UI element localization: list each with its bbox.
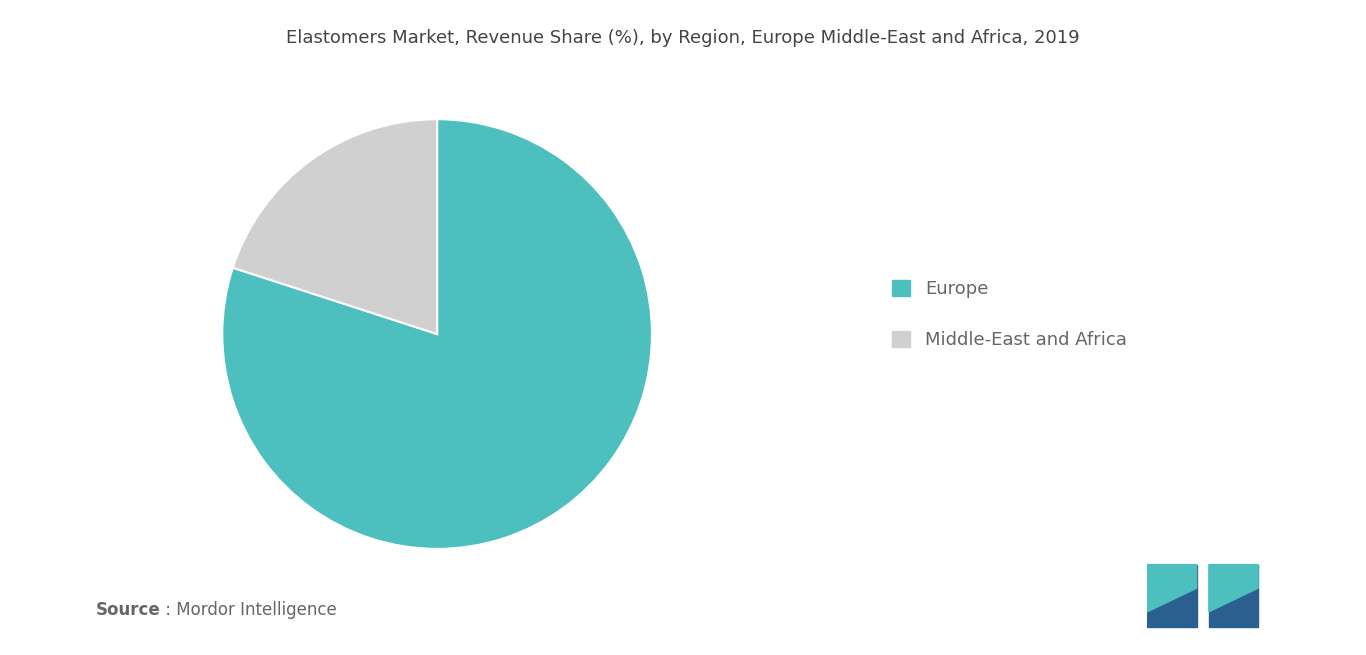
Text: Elastomers Market, Revenue Share (%), by Region, Europe Middle-East and Africa, : Elastomers Market, Revenue Share (%), by… (287, 29, 1079, 47)
Legend: Europe, Middle-East and Africa: Europe, Middle-East and Africa (884, 271, 1135, 358)
Text: Source: Source (96, 601, 160, 619)
Polygon shape (1209, 565, 1258, 627)
Wedge shape (232, 119, 437, 334)
Polygon shape (1147, 565, 1197, 627)
Polygon shape (1209, 565, 1258, 612)
Wedge shape (223, 119, 652, 549)
Polygon shape (1147, 565, 1197, 612)
Text: : Mordor Intelligence: : Mordor Intelligence (160, 601, 336, 619)
